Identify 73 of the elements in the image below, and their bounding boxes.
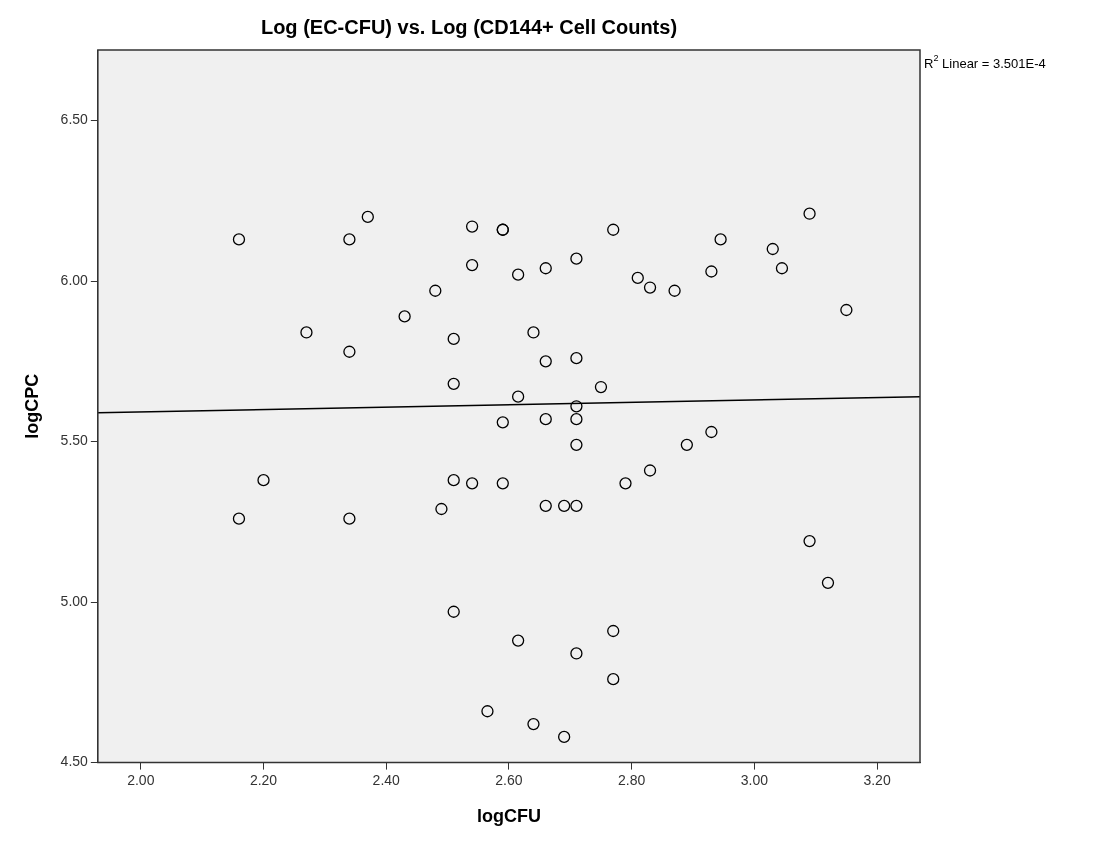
point xyxy=(481,705,494,718)
y-tick-label: 6.00 xyxy=(60,271,89,288)
point xyxy=(465,258,479,272)
point xyxy=(527,326,540,339)
point xyxy=(643,281,657,294)
point xyxy=(570,400,583,413)
point xyxy=(539,355,552,368)
point xyxy=(803,207,816,220)
point xyxy=(435,502,448,516)
point xyxy=(570,412,583,426)
point xyxy=(511,268,525,281)
point xyxy=(680,438,693,451)
point xyxy=(361,210,374,224)
point xyxy=(570,438,583,451)
point xyxy=(232,512,246,525)
point xyxy=(343,512,356,525)
x-tick-label: 2.20 xyxy=(249,771,278,788)
point xyxy=(607,672,620,686)
point xyxy=(447,377,460,390)
point xyxy=(840,303,853,317)
point xyxy=(539,499,552,512)
point xyxy=(511,390,525,403)
point xyxy=(607,624,620,638)
point xyxy=(705,425,718,439)
x-tick-label: 2.80 xyxy=(618,771,646,788)
point xyxy=(821,576,835,589)
point xyxy=(714,233,727,246)
point xyxy=(631,271,644,285)
point xyxy=(496,416,509,429)
point xyxy=(496,477,509,490)
y-tick-label: 5.50 xyxy=(60,432,89,449)
x-tick-label: 2.40 xyxy=(372,771,401,788)
point xyxy=(705,265,718,278)
point xyxy=(570,252,583,265)
point xyxy=(527,717,540,731)
point xyxy=(343,233,356,246)
point xyxy=(398,310,411,323)
point xyxy=(465,220,479,233)
point xyxy=(570,499,583,512)
y-tick-label: 6.50 xyxy=(60,111,89,128)
point xyxy=(539,412,552,426)
x-tick-label: 2.60 xyxy=(495,771,523,788)
point xyxy=(257,473,270,487)
point xyxy=(232,233,246,246)
x-tick-label: 3.20 xyxy=(863,771,891,788)
y-axis-title: logCPC xyxy=(21,373,42,439)
point xyxy=(343,345,356,358)
point xyxy=(465,477,479,490)
point xyxy=(570,352,583,365)
x-axis-title: logCFU xyxy=(476,806,541,827)
point xyxy=(803,534,816,548)
point xyxy=(607,223,620,236)
y-tick-label: 4.50 xyxy=(60,753,89,770)
point xyxy=(594,380,608,394)
point xyxy=(570,647,583,660)
point xyxy=(557,730,571,744)
point xyxy=(429,284,442,297)
x-tick-label: 3.00 xyxy=(740,771,769,788)
x-tick-label: 2.00 xyxy=(127,771,155,788)
point xyxy=(775,262,789,275)
point xyxy=(643,464,657,477)
point xyxy=(619,477,632,490)
y-tick-label: 5.00 xyxy=(60,592,89,609)
point xyxy=(539,262,552,275)
point xyxy=(300,326,313,339)
point xyxy=(766,242,779,256)
point xyxy=(447,473,460,487)
point xyxy=(447,332,460,346)
chart-title: Log (EC-CFU) vs. Log (CD144+ Cell Counts) xyxy=(260,15,678,38)
point xyxy=(668,284,681,297)
point xyxy=(447,605,460,618)
point xyxy=(557,499,571,512)
point xyxy=(511,634,525,647)
